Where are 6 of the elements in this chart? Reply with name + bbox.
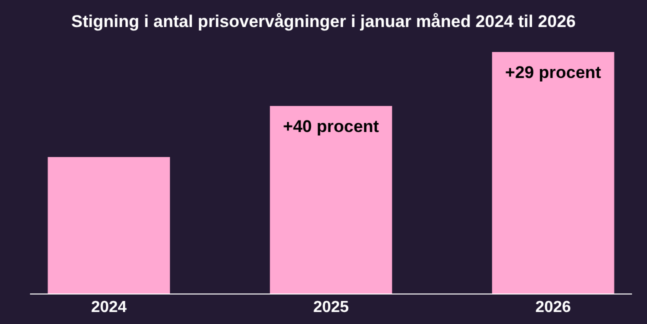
- annotation: +29 procent: [505, 63, 602, 82]
- annotation: +40 procent: [283, 116, 380, 136]
- x-tick-label: 2024: [91, 299, 127, 316]
- x-tick-label: 2025: [313, 299, 349, 316]
- chart-title: Stigning i antal prisovervågninger i januar måned 2024 til 2026: [71, 12, 576, 31]
- x-tick-label: 2026: [535, 299, 572, 316]
